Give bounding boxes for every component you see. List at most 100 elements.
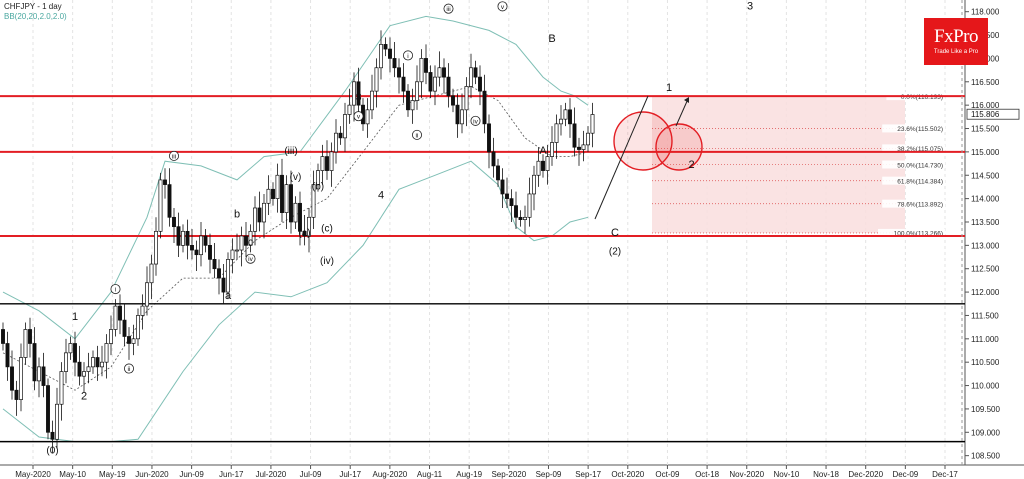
candle-bearish [32,343,37,382]
x-tick-label: Jul-09 [300,470,322,479]
candle-bullish [154,230,158,265]
current-price-box [966,108,1020,120]
x-tick-label: Aug-2020 [373,470,408,479]
candle-bullish [235,249,239,252]
candle-bearish [397,67,401,78]
candle-bearish [406,90,410,111]
candle-bullish [410,100,415,111]
x-tick-label: Jun-2020 [135,470,169,479]
wave-label: a [225,290,232,302]
x-tick-label: Jul-2020 [256,470,287,479]
candle-bearish [73,343,77,363]
candle-bullish [536,160,541,176]
candle-bullish [469,67,473,87]
fxpro-logo: FxPro Trade Like a Pro [924,18,988,65]
annotations [594,0,963,465]
fib-label-bg [882,144,945,153]
x-tick-label: Nov-2020 [729,470,764,479]
x-tick-label: Sep-17 [575,470,601,479]
candle-bearish [505,193,509,199]
candle-bearish [424,58,428,73]
candle-bearish [95,357,100,368]
wave-label: ii [416,132,419,139]
candle-bullish [253,207,257,232]
candle-bearish [257,207,262,223]
candle-bullish [59,371,64,405]
candle-bearish [50,431,55,440]
wave-label: B [548,33,555,45]
fib-label-bg [882,124,945,133]
wave-label: v [357,114,361,121]
candle-bullish [181,230,185,246]
candle-bullish [343,114,347,139]
candle-bearish [473,67,478,78]
candle-bullish [199,235,203,256]
wave-label-circle [402,50,413,61]
candle-bearish [221,277,226,293]
wave-label: c [248,236,254,248]
candle-bullish [347,104,352,115]
candle-bearish [500,179,505,195]
candle-bullish [226,259,230,293]
forecast-arrow-line [675,98,689,127]
candle-bullish [82,371,86,377]
candle-bearish [28,329,32,344]
wave-label: 1 [666,82,672,94]
current-price-label: 115.806 [971,110,1000,119]
x-tick-label: Oct-09 [655,470,680,479]
y-tick-label: 114.000 [971,195,1000,204]
y-tick-label: 108.500 [971,452,1000,461]
y-tick-label: 112.500 [971,265,1000,274]
candle-bullish [334,132,338,153]
candle-bearish [208,245,212,260]
y-tick-label: 118.000 [971,8,1000,17]
x-tick-label: Aug-19 [456,470,482,479]
candle-bearish [572,123,577,148]
x-tick-label: Dec-09 [892,470,918,479]
candle-bullish [136,315,140,340]
x-tick-label: May-19 [99,470,126,479]
x-tick-label: May-10 [59,470,86,479]
candle-bearish [455,104,460,125]
candle-bearish [217,268,221,279]
logo-name: FxPro [934,26,978,47]
candle-bearish [212,259,217,270]
x-tick-label: Sep-2020 [491,470,526,479]
candle-bullish [158,179,163,232]
wave-label-circle [124,363,135,374]
wave-label: b [234,208,240,220]
fib-level-label: 23.6%(115.502) [897,126,943,133]
candle-bullish [590,114,595,134]
candle-bullish [419,58,424,83]
fib-label-bg [882,199,945,208]
y-tick-label: 113.500 [971,218,1000,227]
highlight-circle-right [655,123,703,171]
candle-bullish [437,67,442,78]
candle-bearish [280,174,284,213]
candle-bullish [284,184,289,213]
fibonacci-zone: 0.0%(116.193) 23.6%(115.502) 38.2%(115.075… [652,92,945,238]
candle-bearish [577,146,581,150]
candle-bearish [442,67,446,78]
y-tick-label: 116.500 [971,78,1000,87]
candle-bearish [487,123,491,153]
candle-bullish [19,357,23,400]
wave-label: (v) [290,172,302,183]
x-tick-label: Dec-2020 [848,470,883,479]
y-tick-label: 109.500 [971,405,1000,414]
candle-bullish [262,202,266,223]
candle-bullish [559,118,563,125]
wave-label-circle [411,129,422,140]
wave-label: 2 [81,391,87,403]
candle-bullish [316,170,320,185]
wave-label: 3 [355,91,361,103]
horizontal-levels [0,95,965,443]
x-tick-label: May-2020 [15,470,51,479]
candle-bearish [41,366,46,386]
fib-level-label: 78.6%(113.892) [897,201,943,208]
wave-label-circle [245,253,256,264]
candle-bearish [185,230,190,246]
candle-bullish [230,249,235,260]
x-tick-label: Nov-18 [813,470,839,479]
y-tick-label: 110.000 [971,382,1000,391]
